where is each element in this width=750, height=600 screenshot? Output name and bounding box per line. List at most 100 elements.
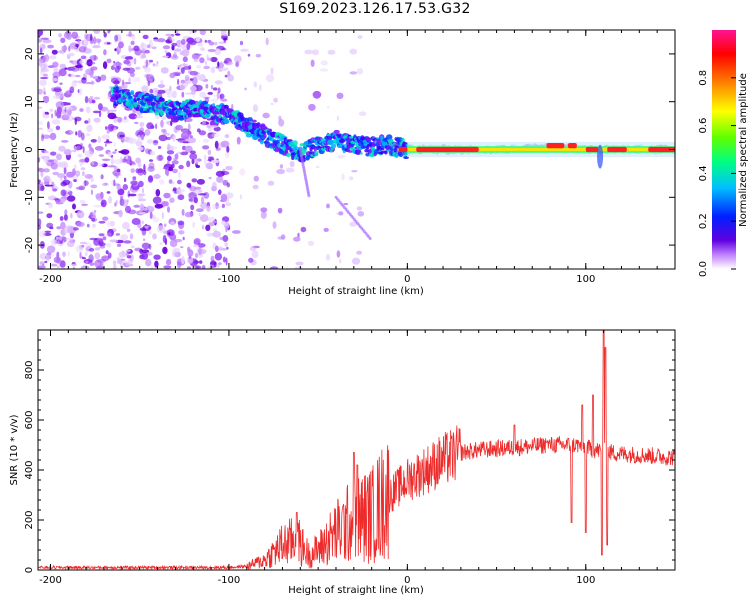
noise-blob bbox=[214, 80, 223, 85]
noise-blob bbox=[143, 163, 146, 172]
noise-blob bbox=[181, 130, 188, 134]
noise-blob bbox=[168, 232, 171, 236]
noise-blob bbox=[172, 187, 177, 192]
noise-blob bbox=[72, 203, 76, 210]
noise-blob bbox=[112, 260, 117, 266]
ridge-blob bbox=[268, 128, 273, 133]
noise-blob bbox=[147, 166, 155, 172]
noise-blob bbox=[104, 126, 108, 130]
noise-blob bbox=[107, 252, 112, 259]
noise-blob bbox=[38, 30, 43, 36]
noise-blob bbox=[349, 221, 357, 227]
noise-blob bbox=[147, 175, 154, 183]
noise-blob bbox=[159, 242, 163, 245]
noise-blob bbox=[211, 98, 218, 103]
noise-blob bbox=[88, 254, 94, 263]
noise-blob bbox=[73, 80, 80, 83]
ridge-blob bbox=[114, 103, 119, 107]
noise-blob bbox=[206, 232, 214, 237]
noise-blob bbox=[90, 56, 93, 61]
noise-blob bbox=[178, 221, 185, 230]
noise-blob bbox=[162, 128, 167, 136]
noise-blob bbox=[226, 146, 230, 153]
noise-blob bbox=[203, 191, 210, 199]
noise-blob bbox=[92, 45, 101, 49]
noise-blob bbox=[38, 157, 41, 163]
noise-blob bbox=[169, 197, 175, 203]
noise-blob bbox=[106, 42, 111, 45]
ridge-blob bbox=[212, 103, 216, 107]
noise-blob bbox=[129, 184, 139, 193]
noise-blob bbox=[300, 226, 307, 233]
noise-blob bbox=[47, 128, 54, 133]
noise-blob bbox=[170, 163, 175, 169]
noise-blob bbox=[210, 66, 216, 74]
noise-blob bbox=[123, 177, 127, 182]
noise-blob bbox=[184, 92, 193, 95]
spectrogram-marks bbox=[38, 30, 675, 269]
noise-blob bbox=[81, 257, 86, 260]
noise-blob bbox=[193, 238, 201, 245]
noise-blob bbox=[180, 39, 186, 45]
noise-blob bbox=[166, 155, 172, 162]
noise-blob bbox=[259, 84, 262, 92]
x-tick-label: 0 bbox=[404, 274, 410, 285]
noise-blob bbox=[196, 208, 204, 213]
noise-blob bbox=[225, 257, 228, 266]
streak-blob bbox=[307, 193, 311, 197]
noise-blob bbox=[58, 33, 62, 38]
y-tick-label: 0 bbox=[24, 146, 35, 152]
noise-blob bbox=[206, 205, 211, 212]
noise-blob bbox=[116, 243, 122, 247]
noise-blob bbox=[73, 145, 77, 153]
noise-blob bbox=[62, 251, 66, 257]
noise-blob bbox=[102, 236, 107, 241]
noise-blob bbox=[125, 249, 131, 252]
ridge-blob bbox=[384, 150, 388, 155]
noise-blob bbox=[122, 184, 128, 191]
noise-blob bbox=[154, 89, 158, 93]
noise-blob bbox=[161, 116, 167, 120]
noise-blob bbox=[76, 210, 85, 219]
ridge-blob bbox=[259, 139, 264, 145]
noise-blob bbox=[173, 51, 177, 55]
noise-blob bbox=[109, 239, 119, 243]
noise-blob bbox=[207, 91, 213, 95]
noise-blob bbox=[42, 39, 52, 44]
noise-blob bbox=[260, 207, 268, 213]
noise-blob bbox=[260, 211, 267, 219]
noise-blob bbox=[59, 260, 66, 268]
noise-blob bbox=[114, 34, 119, 42]
noise-blob bbox=[155, 189, 161, 197]
noise-blob bbox=[91, 189, 93, 195]
noise-blob bbox=[251, 250, 259, 259]
noise-blob bbox=[72, 266, 75, 269]
noise-blob bbox=[93, 75, 99, 80]
noise-blob bbox=[139, 248, 144, 254]
noise-blob bbox=[223, 61, 229, 64]
noise-blob bbox=[177, 179, 182, 185]
noise-blob bbox=[38, 35, 41, 38]
noise-blob bbox=[172, 134, 176, 142]
noise-blob bbox=[68, 52, 75, 57]
noise-blob bbox=[356, 250, 362, 255]
noise-blob bbox=[126, 251, 130, 258]
noise-blob bbox=[137, 134, 141, 142]
noise-blob bbox=[58, 68, 67, 77]
noise-blob bbox=[118, 209, 123, 218]
noise-blob bbox=[152, 233, 157, 240]
noise-blob bbox=[126, 199, 129, 203]
noise-blob bbox=[65, 237, 75, 241]
noise-blob bbox=[102, 216, 109, 221]
noise-blob bbox=[38, 218, 42, 227]
streak-blob bbox=[368, 237, 372, 241]
noise-blob bbox=[174, 153, 179, 160]
noise-blob bbox=[222, 256, 226, 263]
noise-blob bbox=[63, 106, 73, 111]
noise-blob bbox=[226, 182, 230, 188]
noise-blob bbox=[143, 169, 147, 176]
x-tick-label: 100 bbox=[576, 575, 595, 586]
noise-blob bbox=[203, 138, 210, 143]
